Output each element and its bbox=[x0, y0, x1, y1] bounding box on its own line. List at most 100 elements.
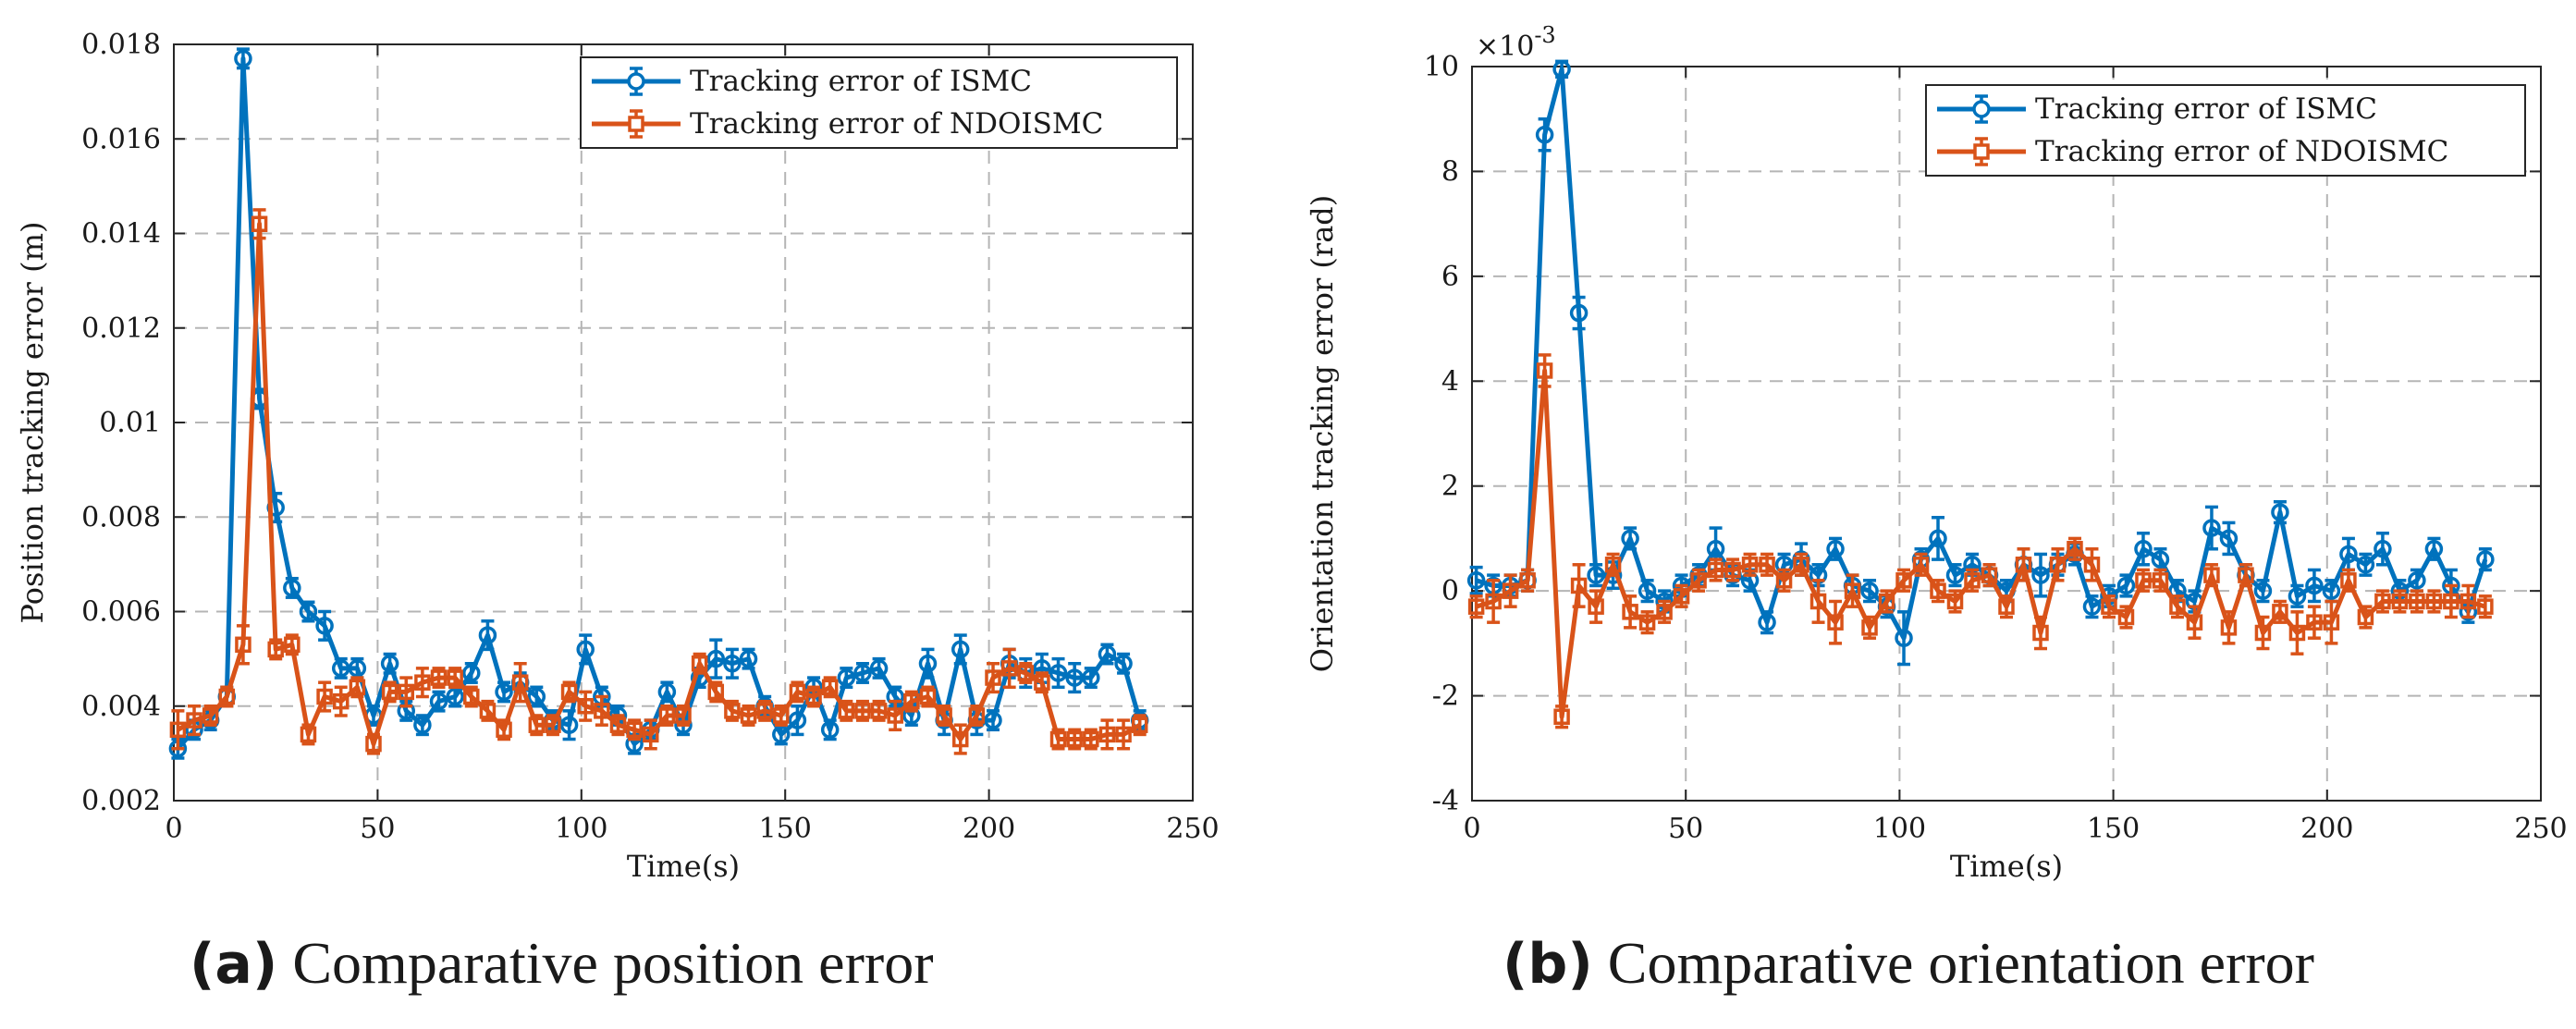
data-point bbox=[2374, 593, 2391, 610]
data-point bbox=[691, 655, 708, 672]
data-point bbox=[2477, 598, 2494, 615]
data-point bbox=[2425, 593, 2443, 610]
data-point bbox=[1844, 582, 1861, 599]
data-point bbox=[2323, 614, 2340, 631]
data-point bbox=[495, 682, 513, 702]
data-point bbox=[1535, 125, 1554, 144]
legend-marker bbox=[1972, 100, 1991, 118]
data-point bbox=[1758, 613, 1776, 631]
data-point bbox=[381, 683, 399, 701]
data-point bbox=[609, 717, 627, 733]
data-point bbox=[1570, 577, 1588, 594]
data-point bbox=[446, 687, 464, 706]
y-tick-label: 0.012 bbox=[81, 312, 161, 345]
data-point bbox=[1929, 529, 1947, 548]
exponent-power: -3 bbox=[1534, 22, 1555, 48]
data-point bbox=[951, 640, 970, 659]
data-point bbox=[2322, 582, 2341, 600]
caption-letter: (a) bbox=[190, 932, 278, 997]
x-axis-label: Time(s) bbox=[627, 849, 740, 884]
data-point bbox=[218, 688, 236, 705]
legend-label: Tracking error of ISMC bbox=[2035, 92, 2377, 126]
data-point bbox=[936, 707, 952, 724]
y-tick-label: 10 bbox=[1424, 51, 1459, 83]
data-point bbox=[186, 712, 202, 729]
data-point bbox=[1519, 572, 1536, 589]
y-tick-label: 0.008 bbox=[81, 501, 161, 533]
data-point bbox=[1098, 726, 1116, 743]
data-point bbox=[1638, 614, 1656, 631]
data-point bbox=[2134, 540, 2153, 558]
data-point bbox=[2476, 550, 2495, 569]
data-point bbox=[1912, 557, 1930, 573]
data-point bbox=[739, 649, 758, 668]
caption-position-error: (a) Comparative position error bbox=[190, 929, 934, 998]
data-point bbox=[2408, 571, 2426, 590]
data-point bbox=[2356, 556, 2375, 574]
y-tick-label: 0.014 bbox=[81, 218, 161, 251]
data-point bbox=[2219, 529, 2239, 548]
data-point bbox=[202, 707, 219, 724]
data-point bbox=[560, 683, 578, 701]
data-point bbox=[1502, 582, 1519, 599]
data-point bbox=[2083, 557, 2101, 573]
y-tick-label: 2 bbox=[1441, 471, 1459, 503]
data-point bbox=[413, 716, 432, 734]
data-point bbox=[2253, 582, 2273, 600]
data-point bbox=[2152, 572, 2169, 589]
data-point bbox=[2202, 519, 2221, 537]
data-point bbox=[1066, 730, 1083, 748]
data-point bbox=[414, 674, 431, 691]
caption-text: Comparative position error bbox=[292, 930, 934, 996]
x-tick-label: 200 bbox=[2300, 813, 2353, 845]
x-tick-label: 0 bbox=[1463, 813, 1480, 845]
legend-label: Tracking error of NDOISMC bbox=[690, 107, 1103, 141]
data-point bbox=[284, 636, 301, 654]
data-point bbox=[1690, 572, 1707, 589]
data-point bbox=[658, 707, 676, 724]
data-point bbox=[1034, 674, 1050, 691]
data-point bbox=[234, 49, 252, 68]
data-point bbox=[267, 641, 284, 658]
legend: Tracking error of ISMC Tracking error of … bbox=[1925, 84, 2526, 177]
caption-letter: (b) bbox=[1503, 932, 1593, 997]
data-point bbox=[2254, 624, 2272, 642]
legend-marker bbox=[1973, 143, 1990, 160]
data-point bbox=[951, 730, 969, 748]
data-point bbox=[1536, 362, 1553, 379]
caption-orientation-error: (b) Comparative orientation error bbox=[1503, 929, 2314, 998]
data-point bbox=[2186, 614, 2203, 631]
data-point bbox=[2424, 540, 2444, 558]
data-point bbox=[887, 707, 903, 724]
data-point bbox=[1707, 561, 1724, 579]
caption-text: Comparative orientation error bbox=[1607, 930, 2314, 996]
y-tick-label: 6 bbox=[1441, 261, 1459, 293]
data-point bbox=[870, 703, 888, 719]
data-point bbox=[1000, 660, 1018, 677]
data-point bbox=[2101, 598, 2117, 615]
data-point bbox=[2117, 608, 2135, 626]
data-point bbox=[478, 626, 497, 644]
data-point bbox=[496, 721, 512, 739]
data-point bbox=[723, 654, 742, 673]
y-tick-label: 0.002 bbox=[81, 785, 161, 817]
data-point bbox=[1998, 598, 2015, 615]
y-tick-label: -2 bbox=[1432, 680, 1459, 713]
x-tick-label: 50 bbox=[360, 813, 395, 845]
data-point bbox=[2082, 597, 2102, 616]
data-point bbox=[1466, 571, 1486, 590]
data-point bbox=[315, 617, 334, 635]
y-tick-label: 0.016 bbox=[81, 123, 161, 155]
data-point bbox=[869, 659, 889, 678]
data-point bbox=[1049, 730, 1067, 748]
data-point bbox=[1759, 557, 1775, 573]
data-point bbox=[773, 707, 790, 724]
legend-marker bbox=[628, 116, 644, 132]
data-point bbox=[1587, 566, 1605, 584]
data-point bbox=[559, 716, 579, 734]
data-point bbox=[853, 664, 872, 682]
x-tick-label: 100 bbox=[555, 813, 607, 845]
data-point bbox=[2015, 557, 2032, 573]
data-point bbox=[1604, 557, 1622, 573]
data-point bbox=[2459, 593, 2477, 610]
